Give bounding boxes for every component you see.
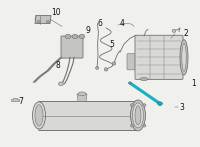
FancyBboxPatch shape <box>135 35 183 79</box>
Ellipse shape <box>130 104 134 106</box>
Ellipse shape <box>182 43 186 71</box>
Text: 8: 8 <box>55 61 60 70</box>
Ellipse shape <box>104 68 108 71</box>
Ellipse shape <box>158 102 162 105</box>
FancyBboxPatch shape <box>127 54 139 70</box>
Text: 9: 9 <box>86 26 91 35</box>
Text: 6: 6 <box>98 19 103 28</box>
Ellipse shape <box>135 106 141 125</box>
Ellipse shape <box>72 34 78 39</box>
Text: 2: 2 <box>183 29 188 38</box>
Text: 10: 10 <box>51 8 61 17</box>
Text: 7: 7 <box>18 97 23 106</box>
Ellipse shape <box>128 82 132 84</box>
Polygon shape <box>77 94 87 101</box>
Ellipse shape <box>65 34 71 39</box>
Ellipse shape <box>37 21 40 23</box>
Ellipse shape <box>78 92 86 96</box>
Ellipse shape <box>32 102 46 129</box>
Text: 5: 5 <box>109 40 114 49</box>
Ellipse shape <box>158 102 162 105</box>
Ellipse shape <box>58 82 64 86</box>
Ellipse shape <box>172 29 176 32</box>
Ellipse shape <box>46 21 50 23</box>
Ellipse shape <box>132 103 144 128</box>
Ellipse shape <box>130 100 146 131</box>
Ellipse shape <box>35 105 43 126</box>
Ellipse shape <box>112 62 116 65</box>
Ellipse shape <box>96 66 99 69</box>
Ellipse shape <box>180 40 188 75</box>
Ellipse shape <box>140 78 148 81</box>
Text: 1: 1 <box>191 78 196 88</box>
Polygon shape <box>38 101 136 130</box>
Polygon shape <box>35 15 51 24</box>
FancyBboxPatch shape <box>61 36 83 58</box>
Text: 4: 4 <box>120 19 125 28</box>
Ellipse shape <box>143 124 146 127</box>
Polygon shape <box>11 98 19 101</box>
Ellipse shape <box>143 104 146 106</box>
Ellipse shape <box>79 34 85 39</box>
Ellipse shape <box>130 124 134 127</box>
Text: 3: 3 <box>179 103 184 112</box>
